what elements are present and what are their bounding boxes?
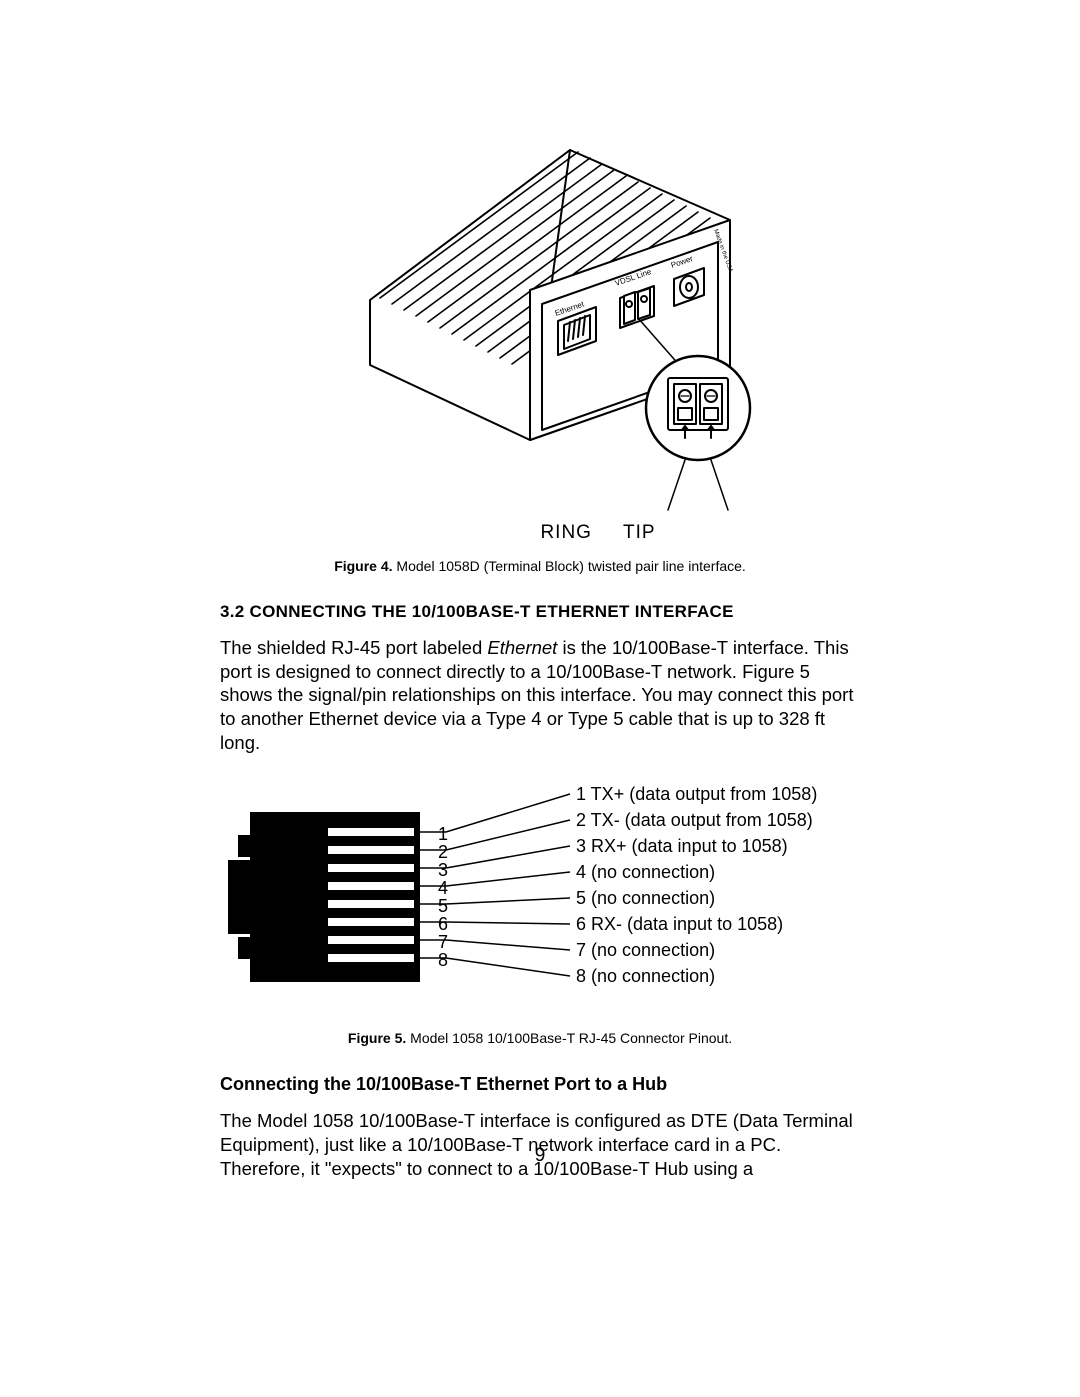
device-drawing: Ethernet VDSL Line Power Made in [310,130,770,530]
subsection-heading: Connecting the 10/100Base-T Ethernet Por… [220,1074,860,1095]
pin-label: 7 (no connection) [576,940,715,961]
pin-label: 8 (no connection) [576,966,715,987]
figure5-caption: Figure 5. Model 1058 10/100Base-T RJ-45 … [220,1030,860,1046]
pin-label: 6 RX- (data input to 1058) [576,914,783,935]
figure5: 1 2 3 4 5 6 7 8 1 TX+ (data output from … [220,780,860,1020]
tip-label: TIP [623,522,656,543]
figure4-caption: Figure 4. Model 1058D (Terminal Block) t… [220,558,860,574]
page-number: 9 [0,1145,1080,1167]
pin-label: 1 TX+ (data output from 1058) [576,784,817,805]
figure4: Ethernet VDSL Line Power Made in [220,130,860,550]
pin-label: 5 (no connection) [576,888,715,909]
ring-label: RING [540,522,592,543]
pin-num: 8 [428,950,448,971]
pin-label: 3 RX+ (data input to 1058) [576,836,788,857]
pin-label: 4 (no connection) [576,862,715,883]
pin-label: 2 TX- (data output from 1058) [576,810,813,831]
section-3-2-heading: 3.2 CONNECTING THE 10/100BASE-T ETHERNET… [220,602,860,622]
section-3-2-paragraph: The shielded RJ-45 port labeled Ethernet… [220,636,860,754]
